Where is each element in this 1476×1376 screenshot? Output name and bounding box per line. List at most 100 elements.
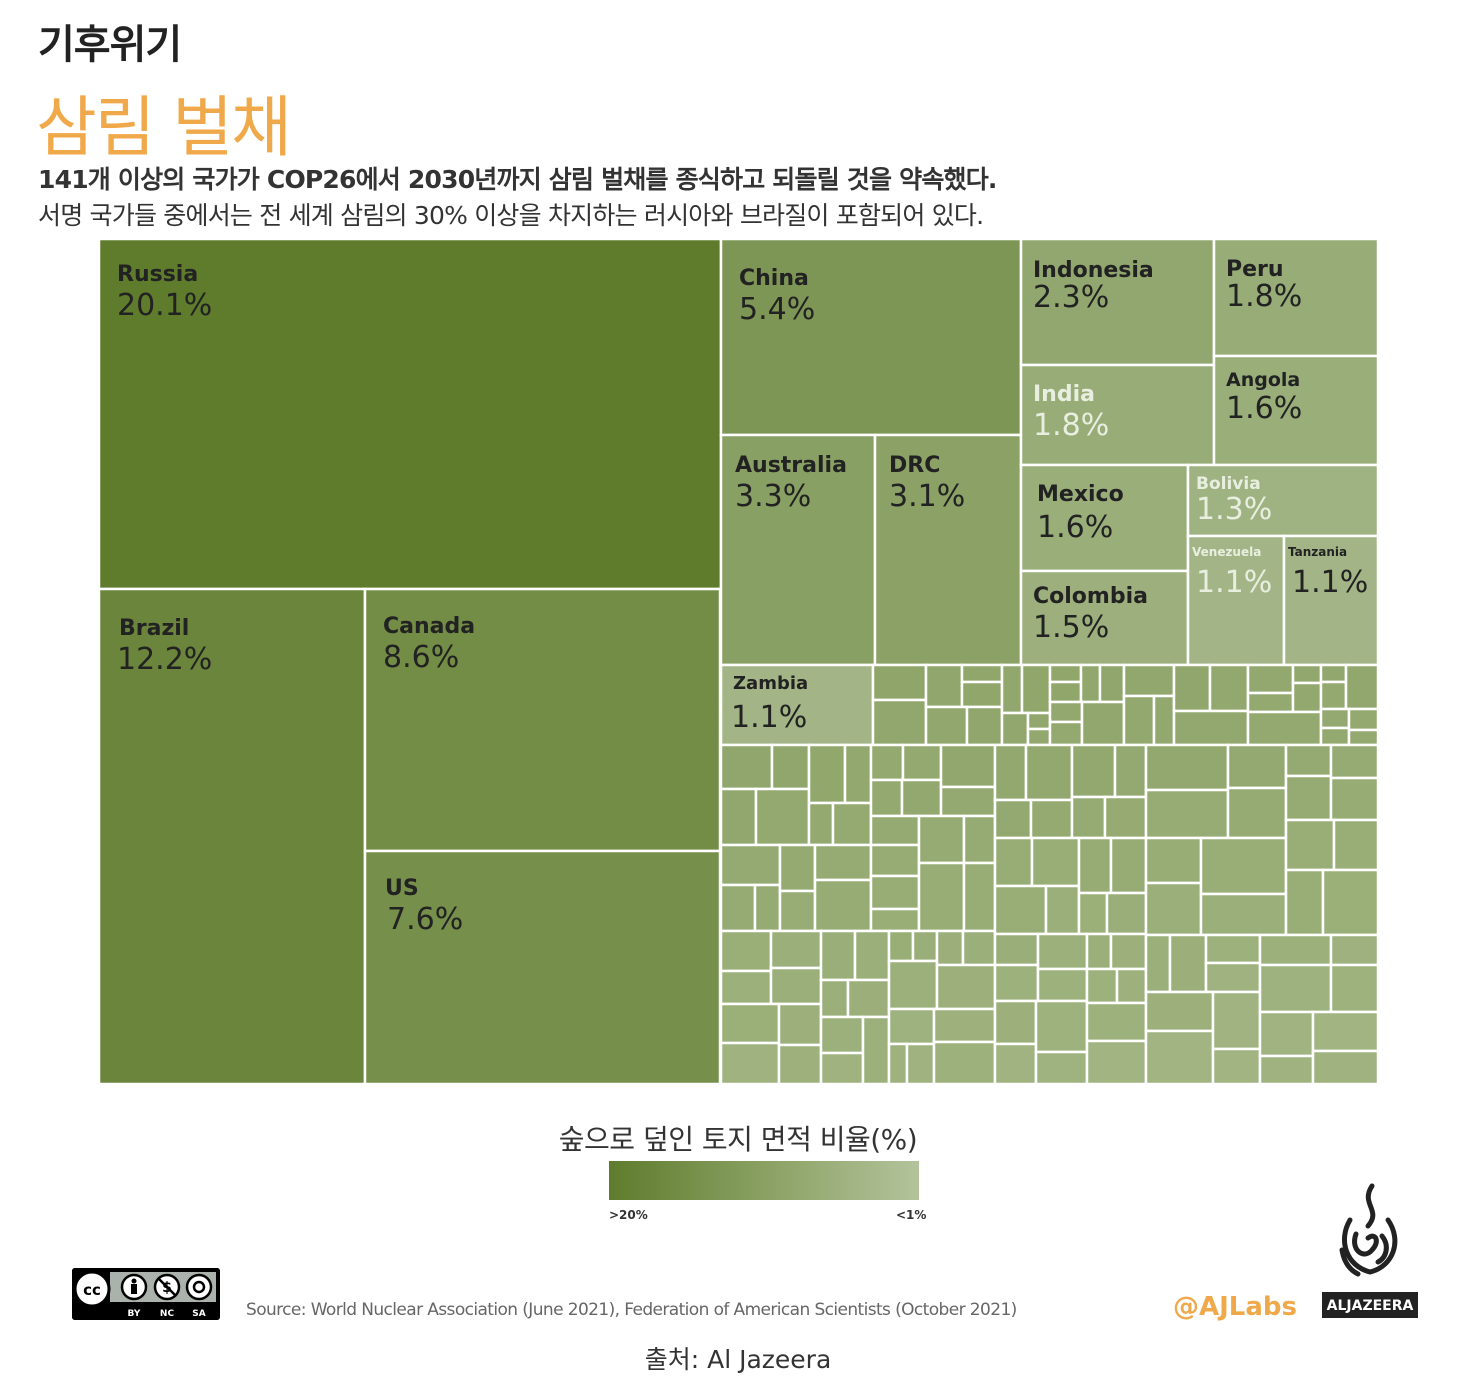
treemap-cell-australia [719,433,877,667]
treemap-cell-small-country [1311,1010,1378,1053]
treemap-cell-small-country [1144,881,1203,937]
treemap-cell-small-country [1048,663,1083,684]
treemap-cell-small-country [1080,700,1126,747]
treemap-cell-small-country [1115,967,1148,1005]
treemap-cell-small-country [769,966,823,1006]
treemap-label-drc: DRC [889,453,940,478]
treemap-cell-small-country [900,778,943,818]
treemap-cell-small-country [1211,990,1262,1051]
treemap-cell-canada [363,587,722,853]
legend-min-label: >20% [609,1208,648,1222]
treemap-cell-small-country [1020,663,1052,715]
treemap-cell-small-country [1291,681,1323,714]
treemap-cell-small-country [1085,932,1113,971]
treemap-cell-small-country [869,778,904,818]
treemap-cell-small-country [1204,933,1262,965]
treemap-cell-angola [1212,354,1378,467]
license-sa: SA [192,1309,205,1319]
treemap-value-india: 1.8% [1033,408,1109,443]
treemap-value-peru: 1.8% [1226,279,1302,314]
treemap-cell-small-country [1329,743,1378,780]
treemap-value-brazil: 12.2% [117,642,212,677]
treemap-cell-small-country [962,814,997,865]
treemap-cell-small-country [924,663,964,709]
license-nc: NC [160,1309,175,1319]
treemap-label-peru: Peru [1226,257,1284,282]
treemap-cell-indonesia [1019,239,1216,367]
treemap-cell-small-country [1144,990,1215,1033]
treemap-cell-small-country [819,1015,865,1055]
treemap-cell-small-country [1000,663,1024,715]
treemap-label-us: US [385,876,419,901]
treemap-cell-small-country [993,1042,1038,1084]
treemap-cell-small-country [853,929,891,982]
treemap-cell-small-country [846,978,891,1019]
treemap-cell-small-country [1226,786,1288,840]
treemap-cell-small-country [1105,891,1148,936]
treemap-cell-small-country [769,929,823,970]
treemap-cell-india [1019,363,1216,467]
treemap-cell-small-country [965,705,1004,747]
aljazeera-logo: ALJAZEERA [1320,1180,1420,1320]
treemap-cell-small-country [1258,963,1333,1014]
treemap-cell-small-country [869,814,921,847]
treemap-value-mexico: 1.6% [1037,510,1113,545]
treemap-cell-small-country [1284,868,1325,937]
credit-line: 출처: Al Jazeera [644,1345,832,1374]
treemap-cell-small-country [1030,836,1081,888]
treemap-label-india: India [1033,382,1095,407]
treemap-cell-small-country [819,978,850,1019]
treemap-cell-small-country [1048,680,1083,704]
treemap-cell-small-country [843,743,873,805]
treemap-value-canada: 8.6% [383,640,459,675]
creative-commons-badge: cc $ BY NC SA [72,1268,220,1320]
treemap-label-angola: Angola [1226,369,1300,391]
treemap-cell-small-country [1344,663,1378,711]
license-by: BY [128,1309,141,1319]
treemap-cell-small-country [887,1007,936,1046]
treemap-cell-small-country [1085,1001,1148,1043]
treemap-cell-small-country [719,1041,781,1084]
treemap-cell-small-country [1172,663,1212,713]
treemap-cell-small-country [1319,680,1348,711]
treemap-cell-small-country [1144,1029,1215,1084]
treemap-cell-small-country [1036,932,1089,971]
treemap-cell-small-country [869,874,921,911]
treemap-label-canada: Canada [383,614,475,639]
treemap-cell-small-country [770,743,811,791]
treemap-cell-small-country [1172,709,1250,747]
treemap-cell-small-country [1122,663,1176,698]
treemap-cell-venezuela [1186,534,1286,667]
treemap-cell-small-country [1026,727,1052,747]
treemap-label-venezuela: Venezuela [1192,545,1261,559]
treemap-label-russia: Russia [117,262,198,287]
treemap-cell-small-country [1347,728,1378,747]
treemap-cell-us [363,849,722,1084]
treemap-cell-small-country [819,929,857,982]
treemap-cell-small-country [911,929,939,963]
treemap-cell-small-country [905,1042,936,1084]
treemap-cell-china [719,239,1023,437]
treemap-cell-small-country [1226,743,1288,790]
treemap-cell-small-country [1168,933,1208,994]
treemap-value-zambia: 1.1% [731,700,807,735]
treemap-cell-small-country [1329,963,1378,1014]
treemap-cell-small-country [1199,892,1288,937]
treemap-cell-small-country [1034,999,1089,1054]
treemap-cell-small-country [719,743,774,791]
treemap-cell-small-country [1291,663,1323,685]
treemap-cell-small-country [993,999,1038,1046]
treemap-cell-small-country [1211,1047,1262,1084]
treemap-label-bolivia: Bolivia [1196,474,1261,494]
treemap-cell-small-country [960,663,1004,684]
treemap-cell-small-country [993,884,1048,936]
treemap-cell-small-country [935,963,997,1011]
treemap-cell-small-country [1109,932,1148,971]
treemap-cell-small-country [1347,707,1378,732]
treemap-cell-small-country [1113,743,1148,799]
treemap-cell-small-country [871,698,928,747]
treemap-cell-small-country [1070,743,1117,799]
source-note: Source: World Nuclear Association (June … [246,1300,1017,1320]
treemap-label-zambia: Zambia [733,673,808,694]
treemap-cell-bolivia [1186,463,1378,538]
